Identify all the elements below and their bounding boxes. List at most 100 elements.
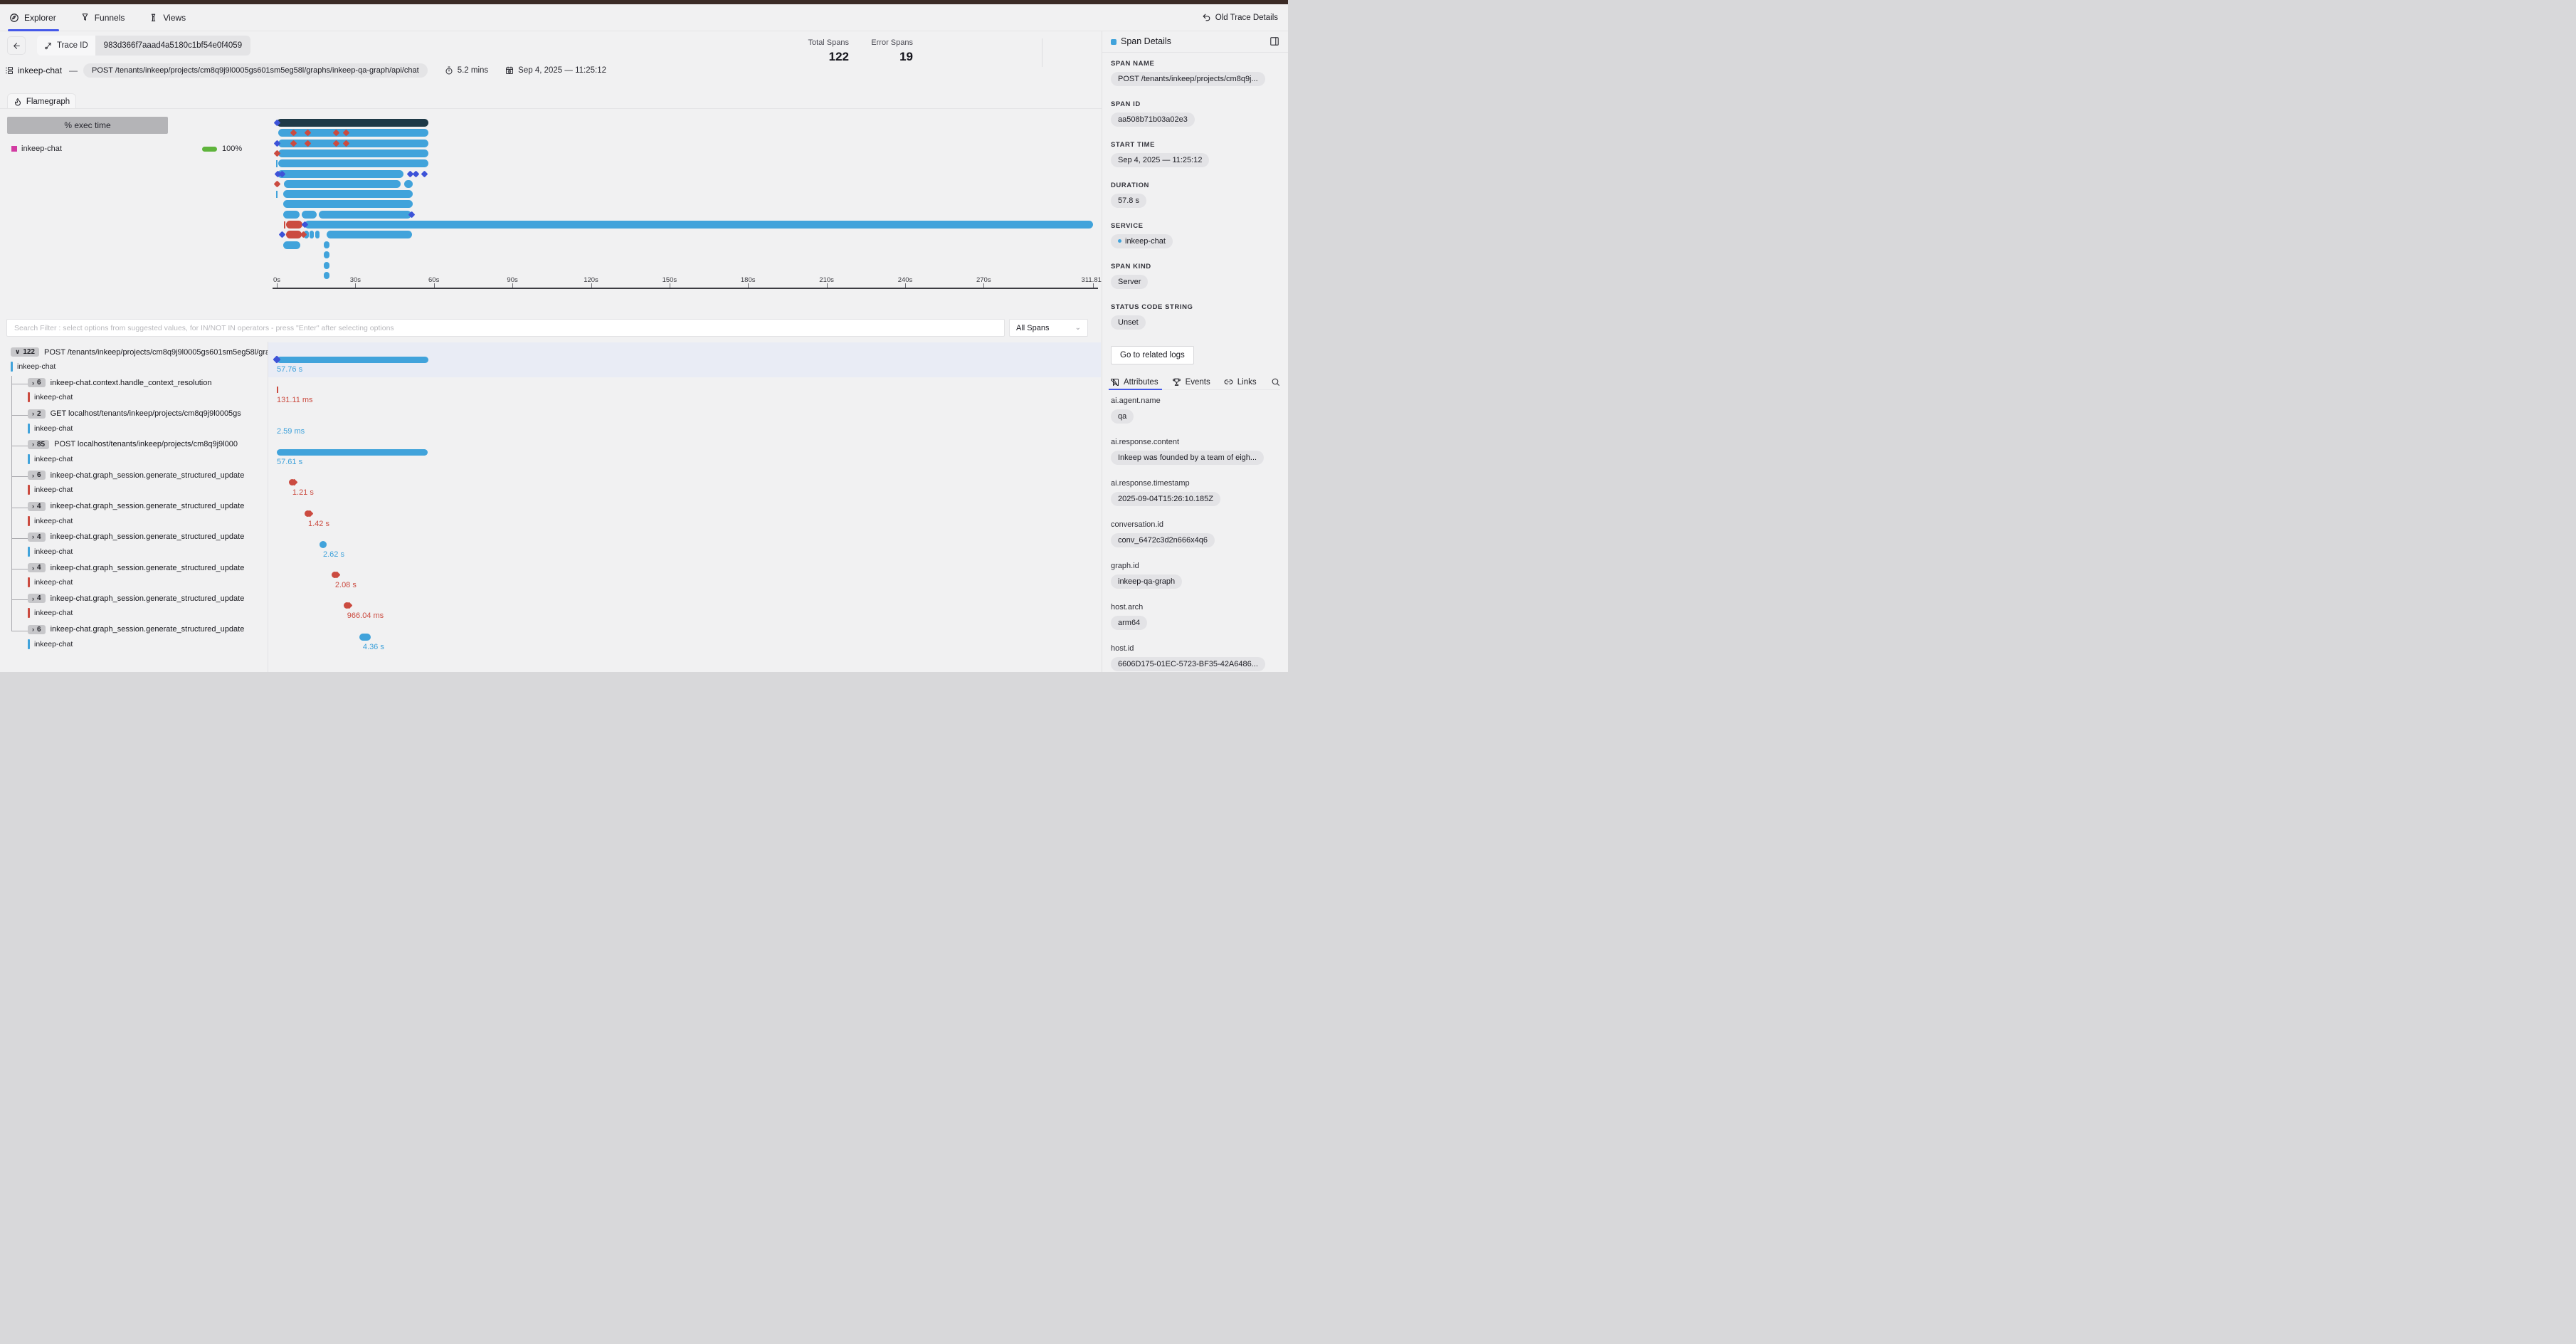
span-tick[interactable] bbox=[276, 159, 278, 167]
flamegraph-span-bar[interactable] bbox=[278, 159, 428, 168]
span-event-diamond[interactable] bbox=[412, 170, 420, 177]
detail-field-value[interactable]: Unset bbox=[1111, 315, 1146, 330]
flamegraph-span-bar[interactable] bbox=[285, 231, 302, 239]
detail-field-value[interactable]: inkeep-chat bbox=[1111, 234, 1173, 248]
waterfall-row[interactable]: 57.76 s bbox=[268, 342, 1101, 374]
flamegraph-span-bar[interactable] bbox=[278, 129, 428, 137]
span-count-badge[interactable]: › 6 bbox=[28, 624, 46, 634]
span-dot[interactable] bbox=[323, 251, 329, 259]
span-list-item[interactable]: › 6 inkeep-chat.context.handle_context_res… bbox=[0, 375, 268, 405]
waterfall-span-bar[interactable] bbox=[277, 448, 428, 456]
flamegraph-span-bar[interactable] bbox=[283, 210, 300, 219]
flamegraph-span-bar[interactable] bbox=[283, 241, 301, 249]
flamegraph-span-bar[interactable] bbox=[318, 210, 412, 219]
flamegraph-span-bar[interactable] bbox=[285, 221, 303, 229]
flamegraph-span-bar[interactable] bbox=[302, 210, 317, 219]
waterfall-row[interactable]: 2.59 ms bbox=[268, 404, 1101, 436]
span-count-badge[interactable]: › 85 bbox=[28, 439, 50, 449]
span-list-item[interactable]: › 4 inkeep-chat.graph_session.generate_str… bbox=[0, 560, 268, 590]
details-tab-attributes[interactable]: Attributes bbox=[1109, 374, 1162, 390]
span-event-diamond[interactable] bbox=[421, 170, 428, 177]
span-count-badge[interactable]: ∨ 122 bbox=[11, 347, 39, 357]
span-list-item[interactable]: › 6 inkeep-chat.graph_session.generate_str… bbox=[0, 468, 268, 498]
waterfall-error-marker[interactable] bbox=[343, 602, 353, 609]
waterfall-span-tick[interactable] bbox=[277, 387, 278, 394]
spans-filter-dropdown[interactable]: All Spans ⌄ bbox=[1009, 319, 1088, 337]
details-tab-events[interactable]: Events bbox=[1172, 374, 1210, 389]
attribute-value[interactable]: inkeep-qa-graph bbox=[1111, 574, 1183, 589]
flamegraph-span-bar[interactable] bbox=[277, 119, 428, 127]
detail-field-value[interactable]: Sep 4, 2025 — 11:25:12 bbox=[1111, 153, 1210, 167]
span-event-diamond[interactable] bbox=[278, 231, 285, 238]
waterfall-error-marker[interactable] bbox=[288, 478, 298, 486]
span-dot[interactable] bbox=[323, 272, 329, 279]
flamegraph-span-bar[interactable] bbox=[283, 200, 413, 209]
span-tick[interactable] bbox=[276, 190, 278, 198]
flamegraph-span-bar[interactable] bbox=[283, 179, 401, 188]
span-count-badge[interactable]: › 4 bbox=[28, 501, 46, 511]
flamegraph-span-bar[interactable] bbox=[305, 221, 1094, 229]
span-count-badge[interactable]: › 2 bbox=[28, 409, 46, 419]
attributes-search-icon[interactable] bbox=[1271, 377, 1280, 387]
waterfall-span-dot[interactable] bbox=[320, 540, 327, 548]
waterfall-row[interactable]: 1.42 s bbox=[268, 497, 1101, 528]
span-dot[interactable] bbox=[323, 241, 329, 249]
span-event-diamond[interactable] bbox=[273, 180, 280, 188]
nav-tab-explorer[interactable]: Explorer bbox=[8, 4, 59, 31]
search-filter-input[interactable] bbox=[6, 319, 1005, 337]
attribute-value[interactable]: qa bbox=[1111, 409, 1134, 424]
span-list-item[interactable]: › 6 inkeep-chat.graph_session.generate_str… bbox=[0, 622, 268, 652]
flamegraph-span-bar[interactable] bbox=[404, 179, 413, 188]
span-list-item[interactable]: › 2 GET localhost/tenants/inkeep/projects/… bbox=[0, 406, 268, 436]
span-count-badge[interactable]: › 6 bbox=[28, 471, 46, 481]
span-list-item[interactable]: ∨ 122 POST /tenants/inkeep/projects/cm8q9j… bbox=[0, 345, 268, 374]
detail-field-value[interactable]: 57.8 s bbox=[1111, 194, 1146, 208]
tab-flamegraph[interactable]: Flamegraph bbox=[7, 93, 76, 109]
span-dot[interactable] bbox=[323, 261, 329, 269]
exec-time-header[interactable]: % exec time bbox=[7, 117, 168, 134]
back-button[interactable] bbox=[7, 36, 26, 55]
flamegraph-span-bar[interactable] bbox=[310, 231, 314, 239]
go-to-related-logs-button[interactable]: Go to related logs bbox=[1111, 346, 1194, 364]
attribute-value[interactable]: conv_6472c3d2n666x4q6 bbox=[1111, 533, 1215, 547]
span-list-item[interactable]: › 4 inkeep-chat.graph_session.generate_str… bbox=[0, 530, 268, 560]
detail-field-value[interactable]: aa508b71b03a02e3 bbox=[1111, 112, 1195, 127]
legend-row[interactable]: inkeep-chat 100% bbox=[11, 145, 243, 153]
waterfall-error-marker[interactable] bbox=[331, 571, 341, 579]
waterfall-row[interactable]: 131.11 ms bbox=[268, 373, 1101, 404]
attribute-value[interactable]: 6606D175-01EC-5723-BF35-42A6486... bbox=[1111, 657, 1265, 671]
span-list-item[interactable]: › 4 inkeep-chat.graph_session.generate_str… bbox=[0, 591, 268, 621]
span-count-badge[interactable]: › 4 bbox=[28, 563, 46, 573]
waterfall-error-marker[interactable] bbox=[305, 510, 314, 518]
span-count-badge[interactable]: › 4 bbox=[28, 594, 46, 604]
span-list-item[interactable]: › 4 inkeep-chat.graph_session.generate_str… bbox=[0, 499, 268, 529]
old-trace-details-button[interactable]: Old Trace Details bbox=[1202, 4, 1278, 31]
panel-toggle-icon[interactable] bbox=[1269, 36, 1279, 46]
nav-tab-views[interactable]: Views bbox=[149, 4, 186, 31]
waterfall-row[interactable]: 2.62 s bbox=[268, 527, 1101, 559]
nav-tab-funnels[interactable]: Funnels bbox=[80, 4, 125, 31]
span-tick[interactable] bbox=[284, 221, 285, 229]
waterfall-row[interactable]: 966.04 ms bbox=[268, 589, 1101, 620]
details-tab-links[interactable]: Links bbox=[1224, 374, 1257, 389]
attribute-value[interactable]: Inkeep was founded by a team of eigh... bbox=[1111, 451, 1265, 465]
waterfall-span-pill[interactable] bbox=[359, 633, 371, 641]
root-endpoint-pill[interactable]: POST /tenants/inkeep/projects/cm8q9j9l00… bbox=[83, 63, 428, 78]
waterfall-row[interactable]: 2.08 s bbox=[268, 558, 1101, 589]
flamegraph-span-bar[interactable] bbox=[278, 139, 428, 147]
trace-id-chip[interactable]: Trace ID 983d366f7aaad4a5180c1bf54e0f405… bbox=[37, 36, 251, 56]
flamegraph-span-bar[interactable] bbox=[315, 231, 320, 239]
detail-field-value[interactable]: Server bbox=[1111, 275, 1149, 289]
span-list-item[interactable]: › 85 POST localhost/tenants/inkeep/project… bbox=[0, 437, 268, 467]
waterfall-span-bar[interactable] bbox=[277, 357, 428, 363]
attribute-value[interactable]: arm64 bbox=[1111, 616, 1148, 630]
span-count-badge[interactable]: › 4 bbox=[28, 532, 46, 542]
flamegraph-span-bar[interactable] bbox=[283, 190, 413, 199]
detail-field-value[interactable]: POST /tenants/inkeep/projects/cm8q9j... bbox=[1111, 72, 1265, 86]
flamegraph-span-bar[interactable] bbox=[278, 149, 428, 157]
flamegraph-span-bar[interactable] bbox=[278, 169, 404, 178]
flamegraph-span-bar[interactable] bbox=[326, 231, 412, 239]
span-count-badge[interactable]: › 6 bbox=[28, 378, 46, 388]
waterfall-row[interactable]: 4.36 s bbox=[268, 620, 1101, 651]
attribute-value[interactable]: 2025-09-04T15:26:10.185Z bbox=[1111, 492, 1220, 506]
